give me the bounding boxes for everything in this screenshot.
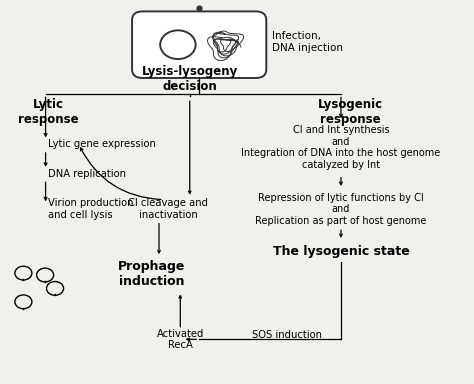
Text: Virion production
and cell lysis: Virion production and cell lysis bbox=[48, 199, 134, 220]
Text: Lysogenic
response: Lysogenic response bbox=[318, 98, 383, 126]
Text: Lysis-lysogeny
decision: Lysis-lysogeny decision bbox=[142, 65, 238, 93]
Text: CI cleavage and
inactivation: CI cleavage and inactivation bbox=[128, 199, 209, 220]
Text: Activated
RecA: Activated RecA bbox=[156, 328, 204, 350]
Text: Lytic gene expression: Lytic gene expression bbox=[48, 139, 156, 149]
FancyBboxPatch shape bbox=[132, 12, 266, 78]
Text: Lytic
response: Lytic response bbox=[18, 98, 78, 126]
Text: The lysogenic state: The lysogenic state bbox=[273, 245, 410, 258]
Text: Infection,
DNA injection: Infection, DNA injection bbox=[273, 31, 344, 53]
Text: DNA replication: DNA replication bbox=[48, 169, 126, 179]
Text: SOS induction: SOS induction bbox=[252, 331, 322, 341]
Text: Repression of lytic functions by CI
and
Replication as part of host genome: Repression of lytic functions by CI and … bbox=[255, 193, 427, 226]
Text: Prophage
induction: Prophage induction bbox=[118, 260, 186, 288]
Text: CI and Int synthesis
and
Integration of DNA into the host genome
catalyzed by In: CI and Int synthesis and Integration of … bbox=[241, 125, 441, 170]
